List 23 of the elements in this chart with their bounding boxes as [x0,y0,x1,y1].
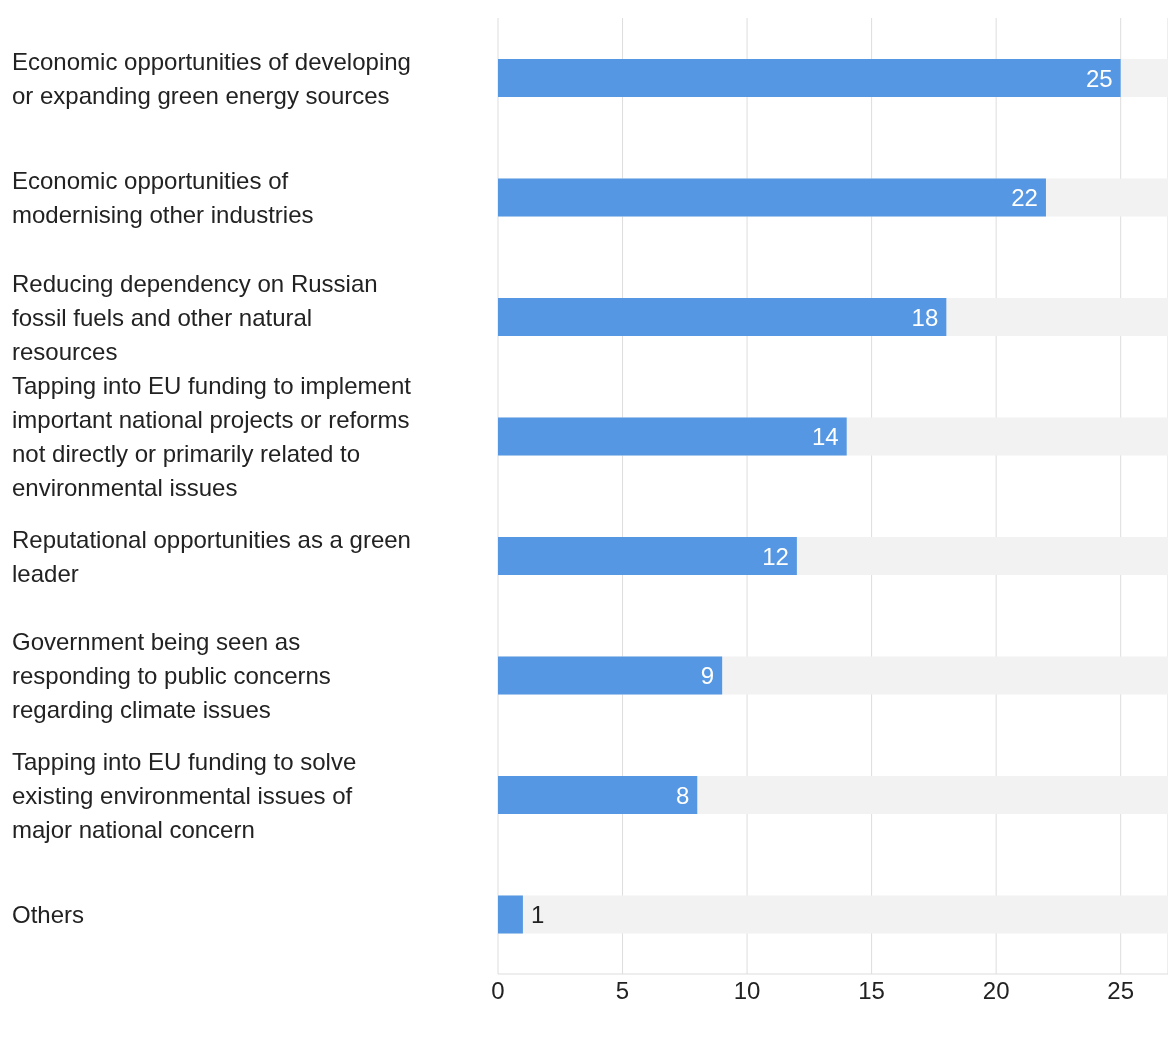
x-tick-label: 25 [1107,977,1135,1005]
x-tick-label: 20 [982,977,1010,1005]
y-tick-label: Reputational opportunities as a green leader [12,525,411,587]
y-tick-label: Others [12,900,85,928]
data-label: 8 [675,781,690,809]
y-tick-label: Economic opportunities of developing or expanding green energy sources [12,47,411,109]
y-tick-label: Reducing dependency on Russian fossil fuels and other natural resources [12,269,378,365]
data-label: 1 [530,901,545,928]
y-tick-label: Economic opportunities of modernising other industries [12,166,314,228]
bar [498,895,523,934]
data-label: 25 [1085,64,1113,92]
x-tick-label: 15 [858,977,885,1005]
x-tick-label: 0 [491,977,505,1005]
x-tick-label: 5 [615,977,630,1005]
data-label: 22 [1011,184,1038,211]
data-label: 14 [812,423,839,450]
data-label: 9 [700,662,715,689]
y-tick-label: Tapping into EU funding to implement important national projects or reforms not directly or primarily related to environmental issues [12,371,412,501]
data-label: 12 [762,542,789,570]
data-label: 18 [911,303,939,331]
x-tick-label: 10 [733,977,761,1005]
y-tick-label: Government being seen as responding to public concerns regarding climate issues [12,627,331,723]
y-tick-label: Tapping into EU funding to solve existing environmental issues of major national concern [12,747,357,843]
